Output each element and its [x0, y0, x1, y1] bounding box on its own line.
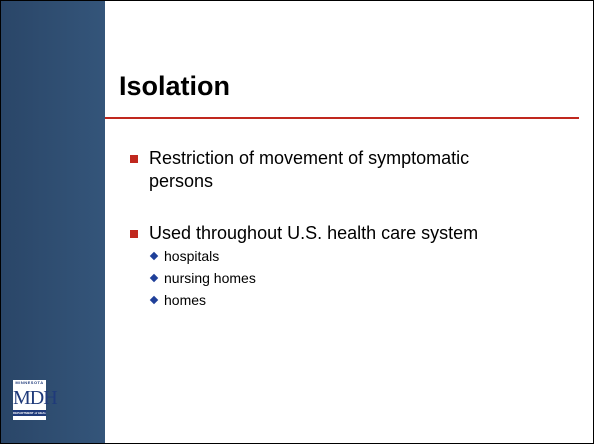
bullet: Restriction of movement of symptomatic p…: [130, 147, 479, 193]
logo-top: MINNESOTA: [15, 380, 44, 385]
bullet-text: Restriction of movement of symptomatic p…: [149, 148, 470, 191]
bullet-marker: [130, 155, 138, 163]
title-rule: [105, 117, 579, 119]
bullet-marker: [130, 230, 138, 238]
sub-bullet-text: nursing homes: [164, 270, 256, 286]
sub-bullet-marker: [149, 273, 159, 283]
sub-bullet-marker: [149, 251, 159, 261]
bullet: Used throughout U.S. health care system h…: [130, 222, 479, 311]
sub-bullet: homes: [149, 289, 479, 311]
sub-bullet: nursing homes: [149, 267, 479, 289]
bullet-text: Used throughout U.S. health care system: [149, 223, 479, 243]
logo-name: MDH: [13, 387, 58, 409]
logo-bottom: DEPARTMENT of HEALTH: [13, 410, 46, 416]
logo: MINNESOTA MDH DEPARTMENT of HEALTH: [13, 380, 58, 420]
sub-bullet-marker: [149, 295, 159, 305]
side-band: [1, 1, 105, 443]
sub-bullet-text: hospitals: [164, 248, 220, 264]
sub-bullet-text: homes: [164, 292, 207, 308]
slide-title: Isolation: [119, 71, 231, 101]
sub-bullet: hospitals: [149, 245, 479, 267]
